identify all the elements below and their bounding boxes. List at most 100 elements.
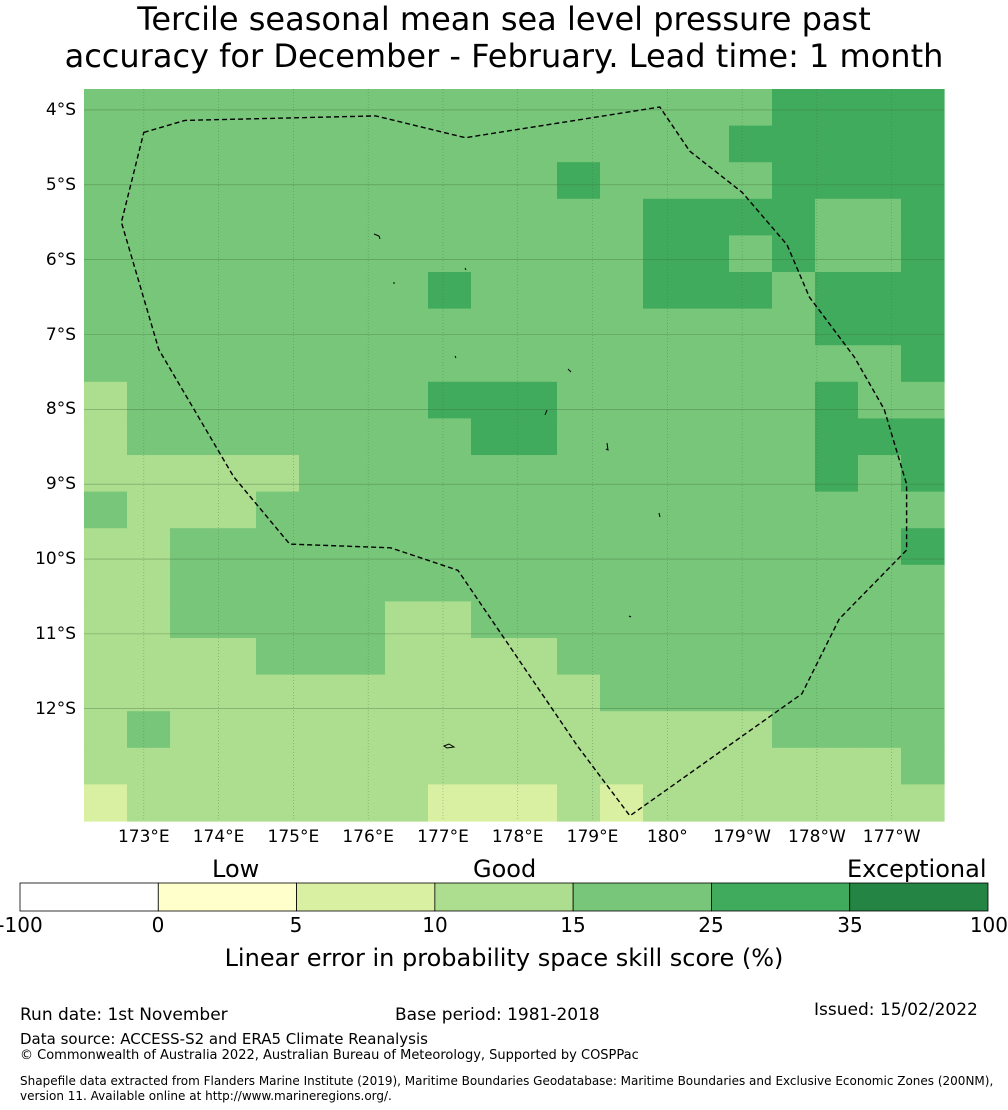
skill-cell bbox=[858, 601, 902, 639]
skill-cell bbox=[858, 125, 902, 163]
skill-cell bbox=[514, 125, 558, 163]
skill-cell bbox=[858, 638, 902, 676]
skill-cell bbox=[170, 711, 214, 749]
skill-cell bbox=[342, 747, 386, 785]
skill-cell bbox=[342, 784, 386, 822]
skill-cell bbox=[127, 89, 171, 127]
skill-cell bbox=[385, 235, 429, 273]
skill-cell bbox=[858, 674, 902, 712]
skill-cell bbox=[901, 455, 945, 493]
skill-cell bbox=[213, 564, 257, 602]
skill-cell bbox=[858, 564, 902, 602]
longitude-label: 179°W bbox=[713, 827, 771, 847]
eez-boundary bbox=[120, 106, 908, 817]
skill-cell bbox=[127, 272, 171, 310]
skill-cell bbox=[299, 125, 343, 163]
skill-cell bbox=[514, 162, 558, 200]
skill-cell bbox=[299, 747, 343, 785]
island-outline bbox=[442, 743, 456, 749]
skill-cell bbox=[600, 272, 644, 310]
colorbar-category-low: Low bbox=[212, 855, 260, 883]
skill-cell bbox=[557, 784, 601, 822]
skill-cell bbox=[901, 381, 945, 419]
colorbar-tick: 35 bbox=[837, 913, 863, 937]
skill-cell bbox=[385, 89, 429, 127]
skill-cell bbox=[84, 125, 128, 163]
skill-cell bbox=[385, 747, 429, 785]
skill-cell bbox=[600, 747, 644, 785]
skill-cell bbox=[471, 125, 515, 163]
skill-cell bbox=[858, 235, 902, 273]
skill-cell bbox=[600, 455, 644, 493]
skill-cell bbox=[858, 89, 902, 127]
skill-cell bbox=[256, 601, 300, 639]
skill-cell bbox=[342, 198, 386, 236]
longitude-label: 178°E bbox=[491, 827, 544, 847]
skill-cell bbox=[514, 711, 558, 749]
skill-cell bbox=[557, 235, 601, 273]
colorbar-segment bbox=[434, 882, 574, 912]
colorbar-tick: 5 bbox=[289, 913, 303, 937]
colorbar-tick: 10 bbox=[422, 913, 448, 937]
skill-cell bbox=[772, 418, 816, 456]
skill-cell bbox=[643, 89, 687, 127]
skill-cell bbox=[858, 418, 902, 456]
skill-cell bbox=[299, 491, 343, 529]
skill-cell bbox=[514, 674, 558, 712]
colorbar-category-exceptional: Exceptional bbox=[847, 855, 987, 883]
skill-cell bbox=[342, 125, 386, 163]
skill-cell bbox=[514, 747, 558, 785]
skill-cell bbox=[471, 674, 515, 712]
skill-cell bbox=[299, 455, 343, 493]
skill-cell bbox=[815, 235, 859, 273]
skill-cell bbox=[772, 564, 816, 602]
skill-cell bbox=[342, 272, 386, 310]
map-title-line-1: Tercile seasonal mean sea level pressure… bbox=[137, 0, 871, 38]
skill-cell bbox=[514, 418, 558, 456]
skill-cell bbox=[643, 125, 687, 163]
skill-cell bbox=[901, 418, 945, 456]
skill-cell bbox=[213, 455, 257, 493]
skill-cell bbox=[342, 381, 386, 419]
skill-cell bbox=[557, 418, 601, 456]
skill-cell bbox=[729, 381, 773, 419]
skill-cell bbox=[471, 381, 515, 419]
skill-cell bbox=[729, 125, 773, 163]
skill-cell bbox=[299, 638, 343, 676]
skill-cell bbox=[557, 674, 601, 712]
skill-cell bbox=[385, 308, 429, 346]
skill-cell bbox=[557, 747, 601, 785]
skill-cell bbox=[471, 455, 515, 493]
skill-cell bbox=[772, 638, 816, 676]
skill-cell bbox=[600, 491, 644, 529]
skill-cell bbox=[428, 491, 472, 529]
skill-cell bbox=[213, 491, 257, 529]
skill-cell bbox=[815, 638, 859, 676]
skill-cell bbox=[557, 381, 601, 419]
skill-cell bbox=[600, 528, 644, 566]
skill-cell bbox=[170, 491, 214, 529]
skill-cell bbox=[170, 747, 214, 785]
skill-cell bbox=[858, 491, 902, 529]
latitude-label: 10°S bbox=[35, 549, 76, 569]
skill-cell bbox=[600, 345, 644, 383]
skill-cell bbox=[557, 345, 601, 383]
skill-cell bbox=[84, 381, 128, 419]
skill-cell bbox=[557, 601, 601, 639]
skill-cell bbox=[471, 784, 515, 822]
skill-cell bbox=[256, 455, 300, 493]
skill-cell bbox=[514, 528, 558, 566]
skill-cell bbox=[901, 601, 945, 639]
skill-cell bbox=[643, 674, 687, 712]
skill-cell bbox=[729, 235, 773, 273]
skill-cell bbox=[557, 162, 601, 200]
island-outline bbox=[605, 442, 609, 451]
skill-cell bbox=[643, 235, 687, 273]
skill-cell bbox=[84, 89, 128, 127]
issued-date: Issued: 15/02/2022 bbox=[814, 1000, 978, 1020]
skill-cell bbox=[385, 198, 429, 236]
skill-cell bbox=[815, 308, 859, 346]
skill-cell bbox=[557, 198, 601, 236]
skill-cell bbox=[729, 491, 773, 529]
colorbar-segment bbox=[19, 882, 159, 912]
